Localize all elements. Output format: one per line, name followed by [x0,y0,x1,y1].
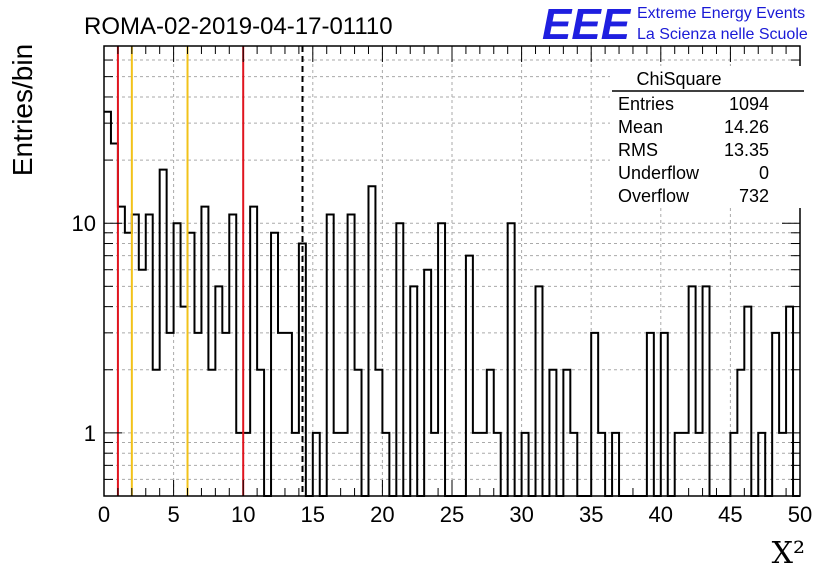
histogram-bin [250,207,257,496]
histogram-bin [703,286,710,496]
histogram-bin [508,223,515,496]
x-tick-label: 20 [370,502,394,527]
histogram-bin [348,215,355,496]
histogram-bin [132,215,139,496]
stats-row-label: RMS [618,140,658,160]
stats-row-value: 0 [759,163,769,183]
x-tick-label: 35 [579,502,603,527]
histogram-outline [104,110,800,497]
x-tick-label: 15 [301,502,325,527]
y-tick-labels: 1 10 [72,211,96,446]
histogram-bin [786,307,793,496]
histogram-bin [181,307,188,496]
histogram-bin [118,207,125,496]
x-tick-label: 50 [788,502,812,527]
x-axis-label: X² [772,536,805,571]
stats-row-label: Overflow [618,186,690,206]
axes [103,45,801,497]
histogram-bin [536,286,543,496]
x-tick-label: 0 [98,502,110,527]
x-tick-label: 5 [167,502,179,527]
stats-row-value: 732 [739,186,769,206]
histogram-bin [271,233,278,496]
reference-lines [116,46,304,496]
histogram-bin [438,223,445,496]
histogram-bin [201,207,208,496]
histogram-bin [104,112,111,496]
x-tick-label: 40 [649,502,673,527]
histogram-bin [410,286,417,496]
histogram-bin [167,333,174,496]
x-tick-label: 45 [718,502,742,527]
y-axis-label: Entries/bin [7,44,38,176]
x-tick-label: 30 [509,502,533,527]
stats-box: ChiSquare Entries 1094 Mean 14.26 RMS 13.35 Un… [610,66,806,208]
histogram-bin [772,333,779,496]
histogram-bin [188,233,195,496]
histogram-bin [424,270,431,496]
x-tick-label: 10 [231,502,255,527]
y-tick-label: 1 [84,421,96,446]
stats-row-value: 1094 [729,94,769,114]
histogram-bin [146,215,153,496]
histogram-bin [396,223,403,496]
histogram-bin [125,233,132,496]
stats-row-value: 13.35 [724,140,769,160]
stats-rows: Entries 1094 Mean 14.26 RMS 13.35 Underflow 0 Ov… [618,94,769,206]
histogram-bars [104,110,800,497]
chart-title: ROMA-02-2019-04-17-01110 [84,13,393,40]
histogram-bin [689,286,696,496]
histogram-bin [174,223,181,496]
histogram-bin [215,286,222,496]
stats-box-background [610,66,806,208]
stats-row-label: Mean [618,117,663,137]
x-tick-labels: 0 5 10 15 20 25 30 35 40 45 50 [98,502,812,527]
stats-row-label: Entries [618,94,674,114]
histogram-bin [661,333,668,496]
histogram-bin [466,256,473,496]
eee-logo: EEE Extreme Energy Events La Scienza nel… [542,0,808,49]
histogram-bin [647,333,654,496]
logo-line2: La Scienza nelle Scuole [637,26,808,43]
histogram-bin [591,333,598,496]
histogram-bin [744,307,751,496]
logo-line1: Extreme Energy Events [637,5,805,22]
x-tick-label: 25 [440,502,464,527]
stats-row-value: 14.26 [724,117,769,137]
histogram-bin [111,143,118,496]
histogram-bin [285,333,292,496]
histogram-bin [139,270,146,496]
histogram-bin [194,333,201,496]
histogram-bin [222,333,229,496]
logo-letters: EEE [542,0,632,49]
stats-box-title: ChiSquare [636,69,721,89]
histogram-bin [327,215,334,496]
histogram-bin [229,215,236,496]
stats-row-label: Underflow [618,163,700,183]
histogram-bin [278,333,285,496]
grid-lines [104,46,800,496]
y-tick-label: 10 [72,211,96,236]
